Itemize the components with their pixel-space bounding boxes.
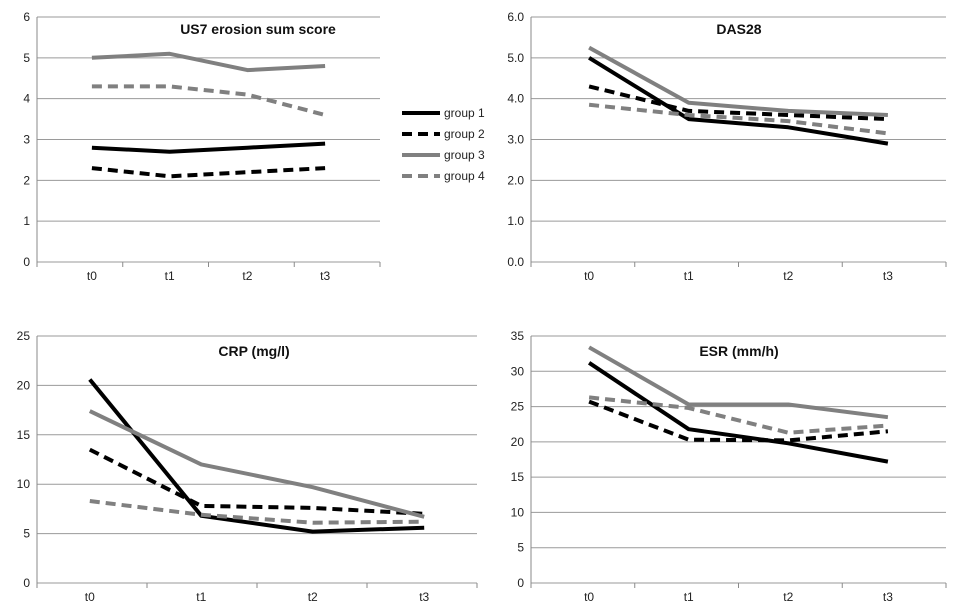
x-tick-label: t2 <box>242 269 252 283</box>
chart-panel-1: 0 1 2 3 4 5 6 t0 t1 t2 t3 US7 erosion sum score <box>23 10 381 283</box>
series-line-group-1 <box>588 56 889 146</box>
y-tick-label: 1.0 <box>507 214 524 228</box>
series-line-group-3 <box>588 45 888 117</box>
chart-panels: 0 1 2 3 4 5 6 t0 t1 t2 t3 US7 erosion sum score 0.0 1… <box>17 10 947 604</box>
x-tick-label: t1 <box>684 590 694 604</box>
y-tick-label: 25 <box>511 400 525 414</box>
legend-label: group 3 <box>444 148 485 162</box>
y-tick-label: 0 <box>23 576 30 590</box>
x-tick-label: t2 <box>783 590 793 604</box>
y-tick-label: 0 <box>23 255 30 269</box>
y-tick-label: 30 <box>511 364 525 378</box>
y-tick-label: 4.0 <box>507 92 524 106</box>
legend-label: group 2 <box>444 127 485 141</box>
series-line-group-3 <box>88 409 425 519</box>
y-tick-label: 6.0 <box>507 10 524 24</box>
y-tick-label: 10 <box>511 505 525 519</box>
x-tick-label: t0 <box>584 269 594 283</box>
x-tick-label: t2 <box>308 590 318 604</box>
chart-title: CRP (mg/l) <box>218 343 289 359</box>
legend-item: group 1 <box>402 106 485 120</box>
series-line-group-4 <box>588 395 889 435</box>
chart-panel-3: 0 5 10 15 20 25 t0 t1 t2 t3 CRP (mg/l) <box>17 329 478 604</box>
series-line-group-3 <box>91 51 326 73</box>
y-tick-label: 3 <box>23 133 30 147</box>
legend: group 1 group 2 group 3 group 4 <box>402 106 485 183</box>
legend-item: group 4 <box>402 169 485 183</box>
series-line-group-4 <box>588 102 889 136</box>
series-line-group-1 <box>91 141 326 154</box>
chart-title: US7 erosion sum score <box>180 21 336 37</box>
x-tick-label: t0 <box>85 590 95 604</box>
y-tick-label: 1 <box>23 214 30 228</box>
y-tick-label: 35 <box>511 329 525 343</box>
y-tick-label: 0 <box>517 576 524 590</box>
y-tick-label: 2 <box>23 173 30 187</box>
y-tick-label: 5 <box>517 541 524 555</box>
y-tick-label: 5 <box>23 527 30 541</box>
legend-item: group 3 <box>402 148 485 162</box>
series-line-group-4 <box>89 499 425 525</box>
chart-title: ESR (mm/h) <box>699 343 778 359</box>
x-tick-label: t1 <box>165 269 175 283</box>
legend-item: group 2 <box>402 127 485 141</box>
x-tick-label: t0 <box>87 269 97 283</box>
x-tick-label: t1 <box>684 269 694 283</box>
x-tick-label: t2 <box>783 269 793 283</box>
y-tick-label: 20 <box>511 435 525 449</box>
y-tick-label: 25 <box>17 329 31 343</box>
x-tick-label: t0 <box>584 590 594 604</box>
y-tick-label: 3.0 <box>507 133 524 147</box>
series-line-group-3 <box>588 345 889 420</box>
series-line-group-2 <box>588 84 888 122</box>
y-tick-label: 20 <box>17 378 31 392</box>
legend-label: group 4 <box>444 169 485 183</box>
x-tick-label: t1 <box>196 590 206 604</box>
x-tick-label: t3 <box>883 269 893 283</box>
y-tick-label: 5.0 <box>507 51 524 65</box>
chart-panel-2: 0.0 1.0 2.0 3.0 4.0 5.0 6.0 t0 t1 t2 t3 DAS28 <box>507 10 947 283</box>
x-tick-label: t3 <box>419 590 429 604</box>
chart-panel-4: 0 5 10 15 20 25 30 35 t0 t1 t2 t3 ESR (mm/h) <box>511 329 947 604</box>
y-tick-label: 6 <box>23 10 30 24</box>
y-tick-label: 15 <box>17 428 31 442</box>
series-line-group-1 <box>88 378 425 534</box>
y-tick-label: 2.0 <box>507 173 524 187</box>
chart-title: DAS28 <box>716 21 761 37</box>
x-tick-label: t3 <box>883 590 893 604</box>
series-line-group-2 <box>88 447 425 516</box>
series-line-group-2 <box>588 399 889 443</box>
y-tick-label: 0.0 <box>507 255 524 269</box>
series-line-group-4 <box>91 84 326 117</box>
y-tick-label: 5 <box>23 51 30 65</box>
y-tick-label: 15 <box>511 470 525 484</box>
series-line-group-1 <box>587 361 889 464</box>
y-tick-label: 4 <box>23 92 30 106</box>
series-line-group-2 <box>91 166 326 179</box>
y-tick-label: 10 <box>17 477 31 491</box>
x-tick-label: t3 <box>320 269 330 283</box>
legend-label: group 1 <box>444 106 485 120</box>
